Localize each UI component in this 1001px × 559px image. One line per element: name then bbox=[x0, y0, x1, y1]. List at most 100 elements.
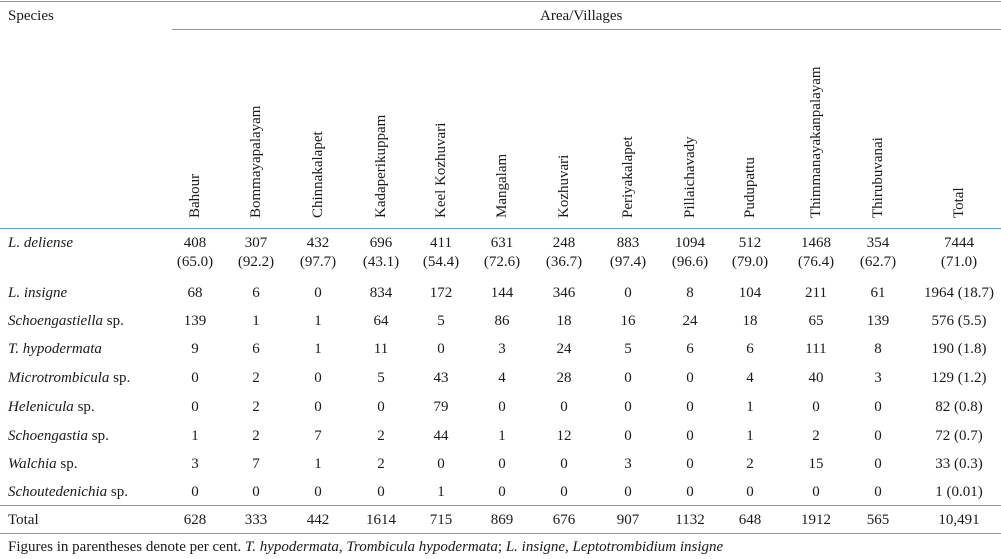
species-name: Helenicula sp. bbox=[8, 398, 95, 416]
table-cell: 68 bbox=[187, 285, 203, 301]
total-label: Total bbox=[8, 512, 39, 528]
column-header: Thirubuvanai bbox=[870, 137, 886, 218]
table-cell: 1094 bbox=[675, 235, 705, 251]
total-cell: 333 bbox=[244, 512, 268, 528]
species-name-suffix: sp. bbox=[56, 456, 78, 472]
table-cell: 432 bbox=[306, 235, 330, 251]
table-cell: 7 bbox=[314, 428, 322, 444]
table-cell: 2 bbox=[377, 428, 385, 444]
table-cell: 0 bbox=[874, 456, 882, 472]
table-cell: 0 bbox=[560, 399, 568, 415]
table-cell: 33 (0.3) bbox=[935, 456, 983, 472]
table-cell: 408 bbox=[183, 235, 207, 251]
species-name-suffix: sp. bbox=[88, 428, 109, 444]
table-cell: 0 bbox=[874, 428, 882, 444]
species-name: L. deliense bbox=[8, 234, 73, 252]
column-header: Kozhuvari bbox=[556, 154, 572, 218]
table-cell: 6 bbox=[252, 341, 260, 357]
species-name-italic: Walchia bbox=[8, 456, 57, 472]
total-cell: 442 bbox=[306, 512, 330, 528]
species-name: L. insigne bbox=[8, 284, 67, 302]
species-name: Schoengastia sp. bbox=[8, 427, 109, 445]
species-name-italic: T. hypodermata bbox=[8, 341, 102, 357]
table-cell: 1468 bbox=[801, 235, 831, 251]
column-header: Bahour bbox=[187, 173, 203, 218]
table-cell: 512 bbox=[738, 235, 762, 251]
table-cell: 1 bbox=[314, 313, 322, 329]
column-header: Bommayapalayam bbox=[248, 105, 264, 218]
column-header: Total bbox=[951, 187, 967, 218]
species-name: Schoutedenichia sp. bbox=[8, 483, 128, 501]
table-cell: 1 bbox=[314, 341, 322, 357]
species-name: Schoengastiella sp. bbox=[8, 312, 124, 330]
table-cell-percent: (62.7) bbox=[859, 254, 897, 270]
table-cell: 1 bbox=[498, 428, 506, 444]
species-name: Microtrombicula sp. bbox=[8, 369, 130, 387]
footnote-lead: Figures in parentheses denote per cent. bbox=[8, 539, 246, 555]
table-cell: 2 bbox=[746, 456, 754, 472]
total-rule bbox=[0, 505, 1001, 506]
table-cell: 0 bbox=[624, 428, 632, 444]
table-cell: 16 bbox=[620, 313, 636, 329]
table-cell: 43 bbox=[433, 370, 449, 386]
table-cell: 144 bbox=[490, 285, 514, 301]
table-cell-percent: (71.0) bbox=[940, 254, 978, 270]
table-cell: 15 bbox=[808, 456, 824, 472]
top-rule bbox=[0, 1, 1001, 2]
table-cell: 1964 (18.7) bbox=[924, 285, 994, 301]
table-cell: 411 bbox=[430, 235, 452, 251]
species-name-suffix: sp. bbox=[109, 370, 131, 386]
total-cell: 1614 bbox=[366, 512, 396, 528]
species-name-italic: Schoengastia bbox=[8, 428, 88, 444]
table-cell: 5 bbox=[624, 341, 632, 357]
total-cell: 1912 bbox=[801, 512, 831, 528]
species-name-suffix: sp. bbox=[73, 399, 95, 415]
species-name-italic: L. insigne bbox=[8, 285, 68, 301]
table-cell: 2 bbox=[377, 456, 385, 472]
column-header: Pudupattu bbox=[742, 157, 758, 218]
total-cell: 565 bbox=[866, 512, 890, 528]
table-cell: 1 (0.01) bbox=[935, 484, 983, 500]
table-cell: 0 bbox=[437, 456, 445, 472]
table-cell: 1 bbox=[437, 484, 445, 500]
table-cell: 0 bbox=[377, 399, 385, 415]
header-rule bbox=[0, 228, 1001, 229]
table-cell: 1 bbox=[746, 399, 754, 415]
table-cell: 631 bbox=[490, 235, 514, 251]
table-cell: 139 bbox=[183, 313, 207, 329]
table-cell: 354 bbox=[866, 235, 890, 251]
table-cell-percent: (36.7) bbox=[545, 254, 583, 270]
group-rule bbox=[172, 29, 1001, 30]
table-cell: 211 bbox=[805, 285, 827, 301]
table-cell: 0 bbox=[498, 399, 506, 415]
table-cell: 0 bbox=[874, 484, 882, 500]
species-name-suffix: sp. bbox=[102, 313, 124, 329]
table-cell: 18 bbox=[742, 313, 758, 329]
table-cell-percent: (65.0) bbox=[176, 254, 214, 270]
column-header: Thimmanayakanpalayam bbox=[808, 66, 824, 218]
area-villages-header: Area/Villages bbox=[540, 8, 623, 24]
table-cell: 696 bbox=[369, 235, 393, 251]
footnote-abbrev-l: L. insigne, Leptotrombidium insigne bbox=[505, 539, 724, 555]
table-cell: 64 bbox=[373, 313, 389, 329]
table-cell: 3 bbox=[874, 370, 882, 386]
table-cell: 139 bbox=[866, 313, 890, 329]
table-cell: 0 bbox=[686, 370, 694, 386]
column-header: Keel Kozhuvari bbox=[433, 122, 449, 218]
table-cell: 1 bbox=[314, 456, 322, 472]
table-cell-percent: (92.2) bbox=[237, 254, 275, 270]
table-cell: 883 bbox=[616, 235, 640, 251]
table-cell: 0 bbox=[191, 399, 199, 415]
table-cell: 0 bbox=[812, 484, 820, 500]
table-cell-percent: (54.4) bbox=[422, 254, 460, 270]
table-cell: 7444 bbox=[944, 235, 974, 251]
table-cell: 5 bbox=[377, 370, 385, 386]
table-cell: 346 bbox=[552, 285, 576, 301]
table-cell-percent: (72.6) bbox=[483, 254, 521, 270]
table-cell: 0 bbox=[560, 484, 568, 500]
table-cell: 3 bbox=[498, 341, 506, 357]
table-cell: 65 bbox=[808, 313, 824, 329]
table-cell: 2 bbox=[252, 370, 260, 386]
table-cell: 82 (0.8) bbox=[935, 399, 983, 415]
